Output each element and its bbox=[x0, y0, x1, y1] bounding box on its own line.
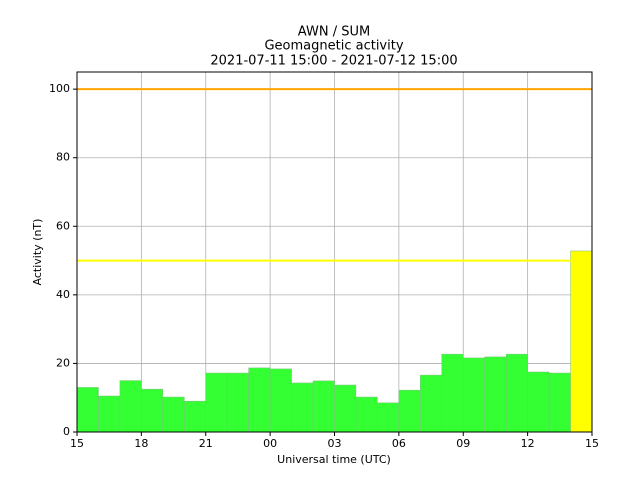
bar bbox=[226, 372, 249, 433]
bar bbox=[98, 395, 121, 433]
bar bbox=[463, 357, 485, 433]
bar bbox=[441, 353, 464, 433]
chart-title: AWN / SUM bbox=[298, 25, 370, 40]
chart-subtitle: Geomagnetic activity bbox=[264, 39, 403, 54]
x-tick-label: 09 bbox=[456, 437, 470, 450]
bar bbox=[119, 380, 142, 433]
bar bbox=[184, 400, 207, 433]
x-tick-label: 15 bbox=[585, 437, 599, 450]
chart-date-range: 2021-07-11 15:00 - 2021-07-12 15:00 bbox=[210, 54, 457, 69]
bar bbox=[420, 374, 443, 433]
bar bbox=[377, 402, 400, 433]
y-tick-label: 40 bbox=[56, 288, 70, 301]
bar bbox=[570, 250, 593, 433]
y-axis-label: Activity (nT) bbox=[31, 219, 44, 286]
bar bbox=[269, 368, 292, 433]
x-axis-label: Universal time (UTC) bbox=[277, 453, 391, 466]
x-tick-label: 03 bbox=[328, 437, 342, 450]
bar bbox=[248, 367, 271, 433]
bar bbox=[548, 372, 571, 433]
bar bbox=[162, 396, 185, 433]
bar bbox=[505, 353, 528, 433]
bar bbox=[398, 389, 421, 433]
y-tick-label: 80 bbox=[56, 151, 70, 164]
y-tick-label: 20 bbox=[56, 356, 70, 369]
x-tick-label: 06 bbox=[392, 437, 406, 450]
plot-frame bbox=[76, 71, 593, 433]
x-tick-label: 00 bbox=[263, 437, 277, 450]
bar bbox=[527, 371, 550, 433]
x-tick-label: 21 bbox=[199, 437, 213, 450]
bar bbox=[312, 380, 335, 433]
y-tick-label: 60 bbox=[56, 219, 70, 232]
y-tick-label: 0 bbox=[63, 425, 70, 438]
bar bbox=[76, 387, 99, 433]
bar bbox=[141, 388, 164, 433]
bar bbox=[205, 372, 228, 433]
bar bbox=[484, 356, 507, 433]
bar bbox=[291, 382, 314, 433]
x-tick-label: 15 bbox=[70, 437, 84, 450]
y-tick-label: 100 bbox=[49, 82, 70, 95]
x-tick-label: 12 bbox=[521, 437, 535, 450]
bar bbox=[334, 384, 357, 433]
x-tick-label: 18 bbox=[134, 437, 148, 450]
bar bbox=[355, 396, 378, 433]
